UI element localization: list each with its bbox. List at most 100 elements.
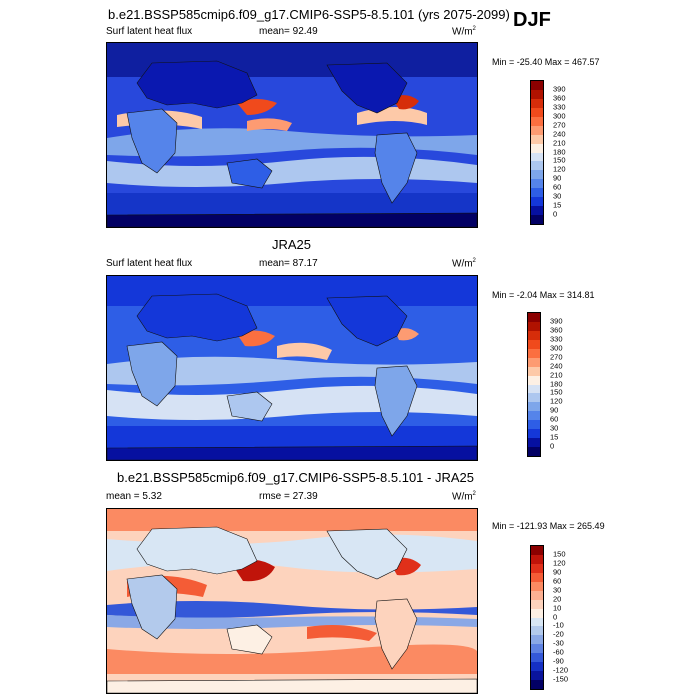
colorbar-segment: [531, 546, 543, 555]
colorbar-segment: [528, 429, 540, 439]
colorbar-tick-label: 10: [553, 603, 562, 613]
colorbar-segment: [531, 626, 543, 636]
colorbar-tick-label: 0: [550, 441, 555, 451]
colorbar-tick-label: 330: [553, 102, 566, 112]
units-label: W/m2: [452, 258, 476, 270]
colorbar-tick-label: 120: [553, 164, 566, 174]
season-label: DJF: [513, 9, 551, 31]
colorbar-segment: [531, 653, 543, 663]
colorbar-tick-label: 150: [553, 155, 566, 165]
colorbar-tick-label: 15: [553, 200, 562, 210]
contour-map: [107, 43, 477, 227]
colorbar-segment: [531, 116, 543, 126]
colorbar-tick-label: -120: [553, 665, 569, 675]
colorbar-tick-label: 120: [553, 558, 566, 568]
colorbar-obs: [527, 312, 541, 457]
colorbar-segment: [531, 81, 543, 90]
colorbar-diff: [530, 545, 544, 690]
colorbar-segment: [531, 170, 543, 180]
colorbar-tick-label: 360: [550, 325, 563, 335]
colorbar-tick-label: 60: [553, 182, 562, 192]
colorbar-segment: [531, 617, 543, 627]
colorbar-segment: [528, 438, 540, 448]
colorbar-tick-label: 90: [553, 173, 562, 183]
colorbar-segment: [528, 384, 540, 394]
colorbar-segment: [528, 339, 540, 349]
colorbar-tick-label: -10: [553, 620, 564, 630]
map-panel-diff: [106, 508, 478, 694]
colorbar-segment: [531, 134, 543, 144]
colorbar-tick-label: 30: [553, 585, 562, 595]
colorbar-tick-label: -30: [553, 638, 564, 648]
panel-title: b.e21.BSSP585cmip6.f09_g17.CMIP6-SSP5-8.…: [108, 7, 510, 22]
variable-label: Surf latent heat flux: [106, 258, 193, 269]
min-max-label: Min = -121.93 Max = 265.49: [492, 521, 605, 531]
colorbar-segment: [528, 321, 540, 331]
contour-map: [107, 509, 477, 693]
units-label: W/m2: [452, 26, 476, 38]
colorbar-segment: [531, 581, 543, 591]
colorbar-tick-label: 60: [550, 414, 559, 424]
colorbar-tick-label: -20: [553, 629, 564, 639]
colorbar-tick-label: 180: [550, 379, 563, 388]
colorbar-segment: [528, 393, 540, 403]
colorbar-tick-label: 360: [553, 93, 566, 103]
colorbar-segment: [531, 152, 543, 162]
colorbar-segment: [531, 98, 543, 108]
colorbar-tick-label: 270: [550, 352, 563, 362]
colorbar-tick-label: 300: [550, 343, 563, 353]
colorbar-tick-label: 90: [553, 567, 562, 577]
colorbar-tick-label: 300: [553, 111, 566, 121]
colorbar-segment: [528, 313, 540, 322]
colorbar-tick-label: 30: [550, 423, 559, 433]
map-panel-model: [106, 42, 478, 228]
colorbar-segment: [528, 366, 540, 376]
panel-title: JRA25: [272, 237, 312, 252]
colorbar-model: [530, 80, 544, 225]
colorbar-tick-label: 15: [550, 432, 559, 442]
colorbar-tick-label: 150: [553, 549, 566, 559]
colorbar-tick-label: 120: [550, 396, 563, 406]
colorbar-tick-label: 210: [550, 370, 563, 380]
colorbar-tick-label: 0: [553, 612, 558, 621]
colorbar-segment: [531, 197, 543, 207]
min-max-label: Min = -25.40 Max = 467.57: [492, 57, 600, 67]
colorbar-segment: [531, 179, 543, 189]
map-panel-obs: [106, 275, 478, 461]
colorbar-tick-label: 20: [553, 594, 562, 604]
colorbar-segment: [531, 680, 543, 689]
colorbar-tick-label: 90: [550, 405, 559, 415]
colorbar-segment: [531, 107, 543, 117]
colorbar-segment: [531, 188, 543, 198]
variable-label: Surf latent heat flux: [106, 26, 193, 37]
rmse-stat: rmse = 27.39: [259, 491, 318, 502]
colorbar-tick-label: 150: [550, 387, 563, 397]
colorbar-tick-label: 330: [550, 334, 563, 344]
min-max-label: Min = -2.04 Max = 314.81: [492, 290, 595, 300]
colorbar-segment: [528, 375, 540, 385]
colorbar-segment: [528, 447, 540, 456]
mean-stat: mean= 87.17: [259, 258, 318, 269]
colorbar-segment: [531, 554, 543, 564]
colorbar-segment: [531, 572, 543, 582]
colorbar-segment: [531, 590, 543, 600]
colorbar-tick-label: -90: [553, 656, 564, 666]
colorbar-segment: [528, 357, 540, 367]
colorbar-segment: [531, 206, 543, 216]
colorbar-segment: [531, 671, 543, 681]
colorbar-tick-label: 390: [550, 316, 563, 326]
panel-title: b.e21.BSSP585cmip6.f09_g17.CMIP6-SSP5-8.…: [117, 470, 474, 485]
colorbar-tick-label: 240: [550, 361, 563, 371]
colorbar-tick-label: 210: [553, 138, 566, 148]
colorbar-tick-label: 240: [553, 129, 566, 139]
colorbar-segment: [531, 635, 543, 645]
contour-map: [107, 276, 477, 460]
colorbar-segment: [531, 215, 543, 224]
colorbar-segment: [531, 608, 543, 618]
colorbar-segment: [528, 411, 540, 421]
colorbar-segment: [531, 644, 543, 654]
colorbar-segment: [531, 599, 543, 609]
colorbar-segment: [531, 143, 543, 153]
colorbar-segment: [531, 125, 543, 135]
colorbar-tick-label: 30: [553, 191, 562, 201]
